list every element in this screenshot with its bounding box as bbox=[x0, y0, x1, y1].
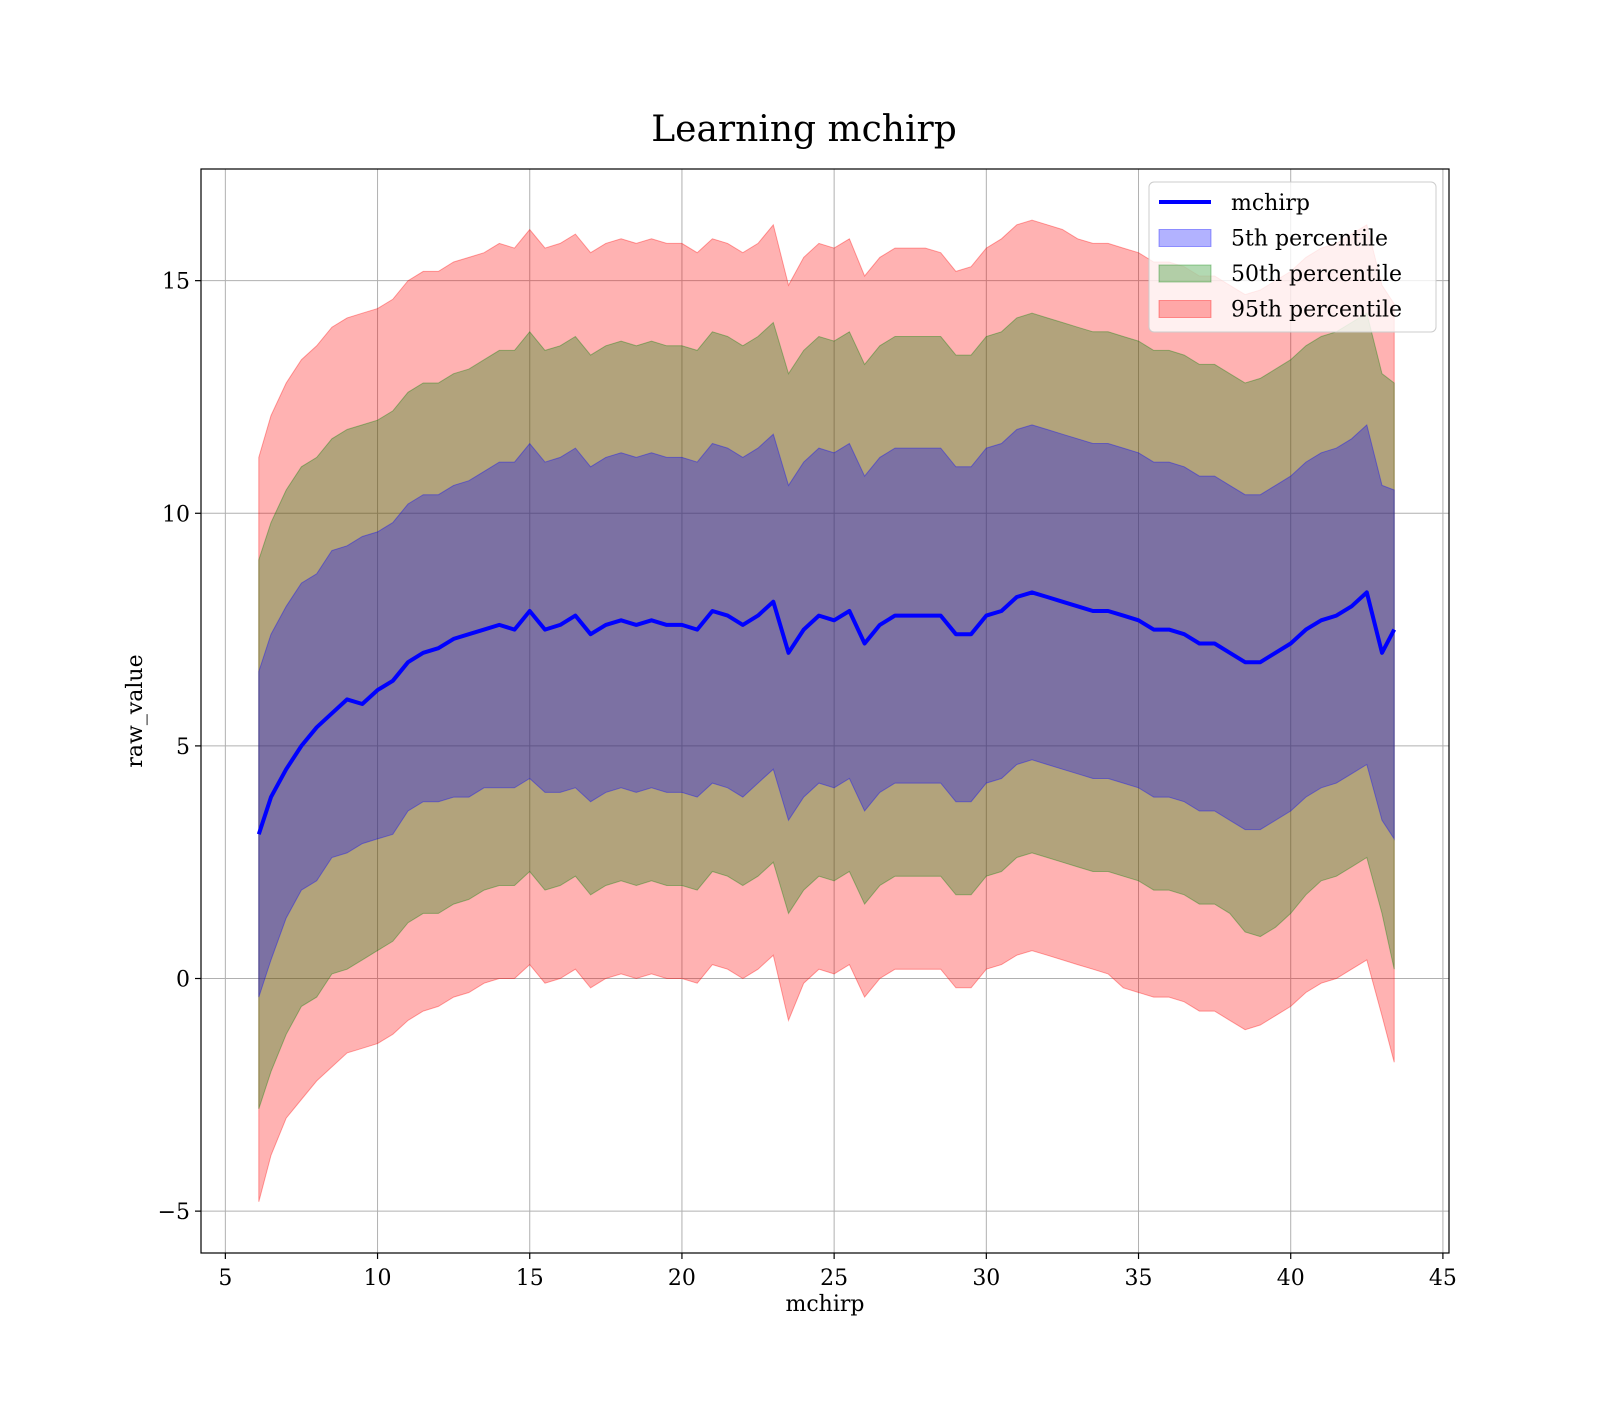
chart-title: Learning mchirp bbox=[651, 109, 957, 150]
band-95th-percentile bbox=[258, 219, 1395, 1202]
y-tick-label-0: −5 bbox=[158, 1200, 190, 1225]
y-tick-label-4: 15 bbox=[162, 270, 190, 295]
x-axis-ticks: 5 10 15 20 25 30 35 40 45 bbox=[218, 1253, 1457, 1291]
legend-label-mchirp: mchirp bbox=[1231, 191, 1310, 216]
legend-swatch-95th-percentile bbox=[1158, 300, 1212, 318]
series-line-mchirp bbox=[256, 590, 1396, 835]
legend-swatch-5th-percentile bbox=[1158, 229, 1212, 247]
x-tick-label-0: 5 bbox=[218, 1266, 232, 1291]
legend: mchirp 5th percentile 50th percentile 95th … bbox=[1148, 181, 1437, 333]
x-tick-label-7: 40 bbox=[1277, 1266, 1305, 1291]
percentile-bands bbox=[258, 219, 1395, 1202]
band-5th-percentile bbox=[258, 423, 1395, 998]
data-line-layer bbox=[256, 590, 1396, 835]
y-tick-label-1: 0 bbox=[176, 968, 190, 993]
x-tick-label-1: 10 bbox=[364, 1266, 392, 1291]
plot-frame bbox=[200, 168, 1450, 1254]
x-tick-label-8: 45 bbox=[1429, 1266, 1457, 1291]
grid-lines bbox=[201, 169, 1449, 1253]
y-axis-ticks: −5 0 5 10 15 bbox=[158, 270, 201, 1225]
y-tick-label-3: 10 bbox=[162, 502, 190, 527]
x-tick-label-3: 20 bbox=[668, 1266, 696, 1291]
x-tick-label-2: 15 bbox=[516, 1266, 544, 1291]
x-axis-title: mchirp bbox=[786, 1292, 865, 1317]
x-tick-label-6: 35 bbox=[1125, 1266, 1153, 1291]
legend-label-50th-percentile: 50th percentile bbox=[1231, 262, 1402, 287]
y-axis-title: raw_value bbox=[123, 654, 148, 767]
legend-label-95th-percentile: 95th percentile bbox=[1231, 298, 1402, 323]
y-tick-label-2: 5 bbox=[176, 735, 190, 760]
legend-box bbox=[1148, 181, 1437, 333]
band-50th-percentile bbox=[258, 312, 1395, 1109]
legend-swatch-50th-percentile bbox=[1158, 264, 1212, 283]
x-tick-label-4: 25 bbox=[820, 1266, 848, 1291]
legend-label-5th-percentile: 5th percentile bbox=[1231, 227, 1388, 252]
x-tick-label-5: 30 bbox=[972, 1266, 1000, 1291]
